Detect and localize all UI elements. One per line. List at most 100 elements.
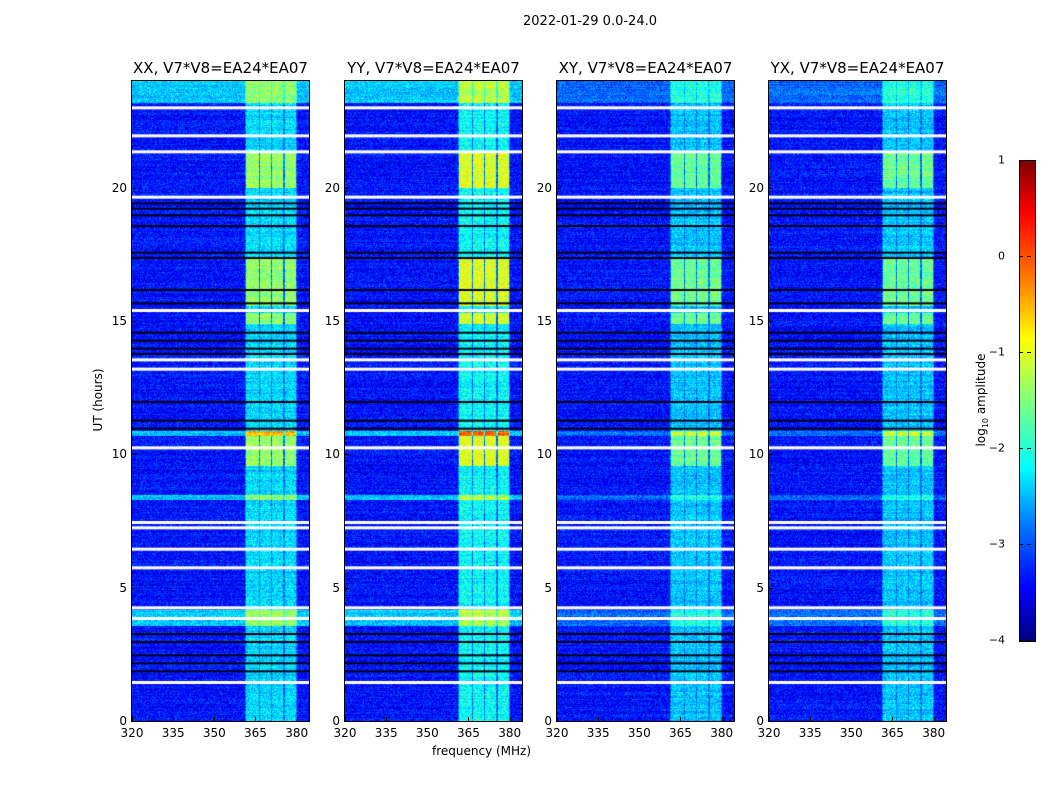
x-tick-label: 350 [202, 726, 226, 740]
panel-title: XX, V7*V8=EA24*EA07 [133, 59, 308, 77]
x-tick-label: 335 [586, 726, 610, 740]
x-tick-label: 365 [244, 726, 267, 740]
x-tick-mark [255, 717, 257, 721]
y-tick-mark [557, 587, 561, 589]
colorbar [1019, 160, 1036, 642]
x-tick-label: 365 [881, 726, 904, 740]
y-tick-mark [557, 454, 561, 456]
colorbar-tick-mark [1019, 640, 1035, 641]
x-tick-label: 365 [457, 726, 480, 740]
y-tick-mark [345, 587, 349, 589]
x-tick-label: 350 [839, 726, 863, 740]
colorbar-tick-mark [1019, 448, 1035, 449]
panel-title: YY, V7*V8=EA24*EA07 [347, 59, 520, 77]
y-tick-label: 10 [536, 447, 552, 462]
x-tick-mark [173, 717, 175, 721]
y-tick-mark [132, 187, 136, 189]
y-tick-label: 10 [748, 447, 764, 462]
x-tick-mark [386, 717, 388, 721]
y-tick-mark [345, 321, 349, 322]
x-tick-mark [296, 717, 298, 721]
x-tick-label: 350 [627, 726, 651, 740]
y-tick-mark [557, 321, 561, 322]
x-tick-mark [769, 717, 770, 721]
figure-title: 2022-01-29 0.0-24.0 [523, 14, 657, 29]
colorbar-tick-label: 0 [998, 249, 1005, 263]
x-tick-label: 365 [669, 726, 692, 740]
x-tick-mark [933, 717, 935, 721]
colorbar-tick-mark [1019, 160, 1035, 161]
x-tick-mark [427, 717, 429, 721]
y-tick-label: 10 [111, 447, 127, 462]
colorbar-tick-mark [1019, 256, 1035, 257]
x-tick-label: 335 [161, 726, 185, 740]
x-tick-mark [892, 717, 894, 721]
x-tick-label: 320 [333, 726, 357, 740]
y-tick-mark [345, 187, 349, 189]
y-tick-mark [769, 321, 773, 322]
y-tick-label: 0 [756, 714, 764, 728]
x-tick-mark [810, 717, 812, 721]
x-tick-mark [214, 717, 216, 721]
y-tick-label: 20 [748, 180, 764, 195]
y-axis-label: UT (hours) [91, 368, 105, 432]
y-tick-label: 20 [324, 180, 340, 195]
heatmap-image [132, 81, 309, 721]
y-tick-mark [132, 454, 136, 456]
y-tick-mark [769, 187, 773, 189]
x-tick-mark [345, 717, 346, 721]
y-tick-label: 0 [119, 714, 127, 728]
x-axis-label: frequency (MHz) [432, 744, 532, 758]
waterfall-panel: YX, V7*V8=EA24*EA07 0 5 10 15 20 320 335 350 365 3… [749, 59, 947, 740]
panel-title: YX, V7*V8=EA24*EA07 [770, 59, 945, 77]
x-tick-mark [680, 717, 682, 721]
y-tick-label: 10 [324, 447, 340, 462]
colorbar-tick-mark [1019, 352, 1035, 353]
heatmap-image [769, 81, 946, 721]
x-tick-label: 320 [120, 726, 144, 740]
y-tick-mark [769, 454, 773, 456]
y-tick-mark [769, 587, 773, 589]
x-tick-label: 320 [757, 726, 781, 740]
y-tick-label: 15 [324, 314, 340, 328]
x-tick-label: 380 [498, 726, 522, 740]
colorbar-tick-label: −2 [988, 441, 1005, 455]
heatmap-image [557, 81, 734, 721]
x-tick-mark [851, 717, 853, 721]
x-tick-label: 335 [374, 726, 398, 740]
waterfall-panel: XX, V7*V8=EA24*EA07 0 5 10 15 20 320 335 350 365 3… [112, 59, 310, 740]
y-tick-label: 5 [544, 580, 552, 595]
heatmap-image [345, 81, 522, 721]
colorbar-tick-mark [1019, 544, 1035, 545]
y-tick-label: 0 [544, 714, 552, 728]
y-tick-mark [557, 721, 561, 722]
waterfall-panel: YY, V7*V8=EA24*EA07 0 5 10 15 20 320 335 350 365 3… [325, 59, 523, 740]
y-tick-mark [132, 721, 136, 722]
y-tick-label: 20 [536, 180, 552, 195]
x-tick-mark [557, 717, 558, 721]
y-tick-label: 15 [748, 314, 764, 328]
x-tick-mark [468, 717, 470, 721]
y-tick-label: 5 [756, 580, 764, 595]
x-tick-mark [598, 717, 600, 721]
x-tick-mark [509, 717, 511, 721]
y-tick-label: 5 [119, 580, 127, 595]
panel-title: XY, V7*V8=EA24*EA07 [558, 59, 733, 77]
y-tick-label: 15 [111, 314, 127, 328]
y-tick-mark [345, 721, 349, 722]
x-tick-label: 320 [545, 726, 569, 740]
colorbar-tick-label: 1 [998, 153, 1005, 167]
y-tick-mark [345, 454, 349, 456]
y-tick-mark [132, 587, 136, 589]
y-tick-mark [557, 187, 561, 189]
y-tick-label: 15 [536, 314, 552, 328]
x-tick-mark [639, 717, 641, 721]
x-tick-label: 380 [285, 726, 309, 740]
y-tick-mark [132, 321, 136, 322]
x-tick-label: 380 [922, 726, 946, 740]
y-tick-label: 0 [332, 714, 340, 728]
x-tick-mark [721, 717, 723, 721]
x-tick-label: 335 [798, 726, 822, 740]
x-tick-label: 380 [710, 726, 734, 740]
waterfall-panel: XY, V7*V8=EA24*EA07 0 5 10 15 20 320 335 350 365 3… [537, 59, 735, 740]
